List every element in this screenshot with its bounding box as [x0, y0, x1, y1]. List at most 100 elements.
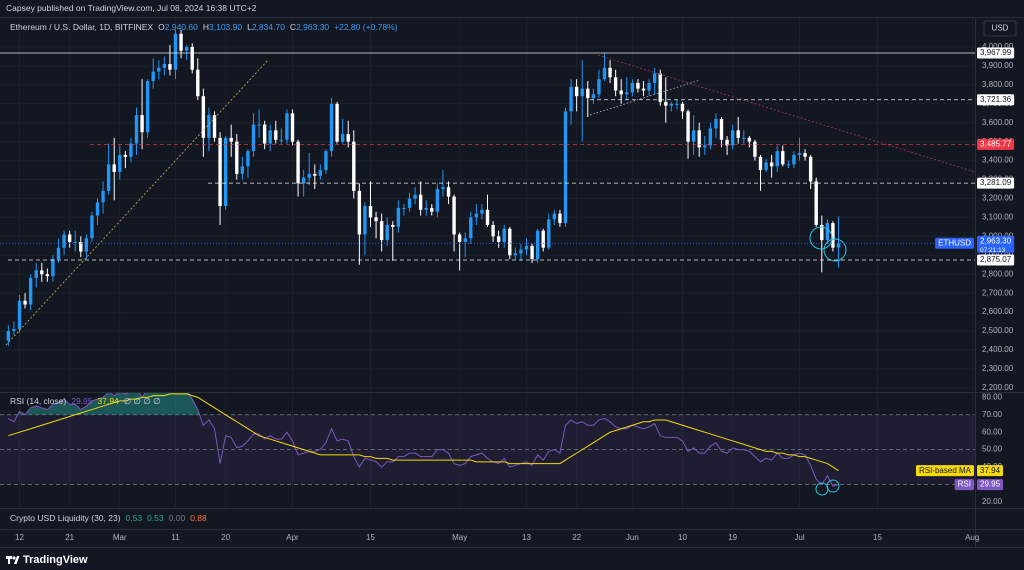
series-value-label-box: [977, 465, 1004, 477]
candle-body: [508, 228, 512, 256]
candle-body: [675, 103, 679, 105]
level-label-box: [977, 138, 1015, 150]
candle-body: [747, 137, 752, 142]
candle-body: [441, 187, 445, 189]
candle-body: [708, 128, 713, 146]
symbol-legend: Ethereum / U.S. Dollar, 1D, BITFINEX O2,9…: [10, 22, 398, 32]
candle-body: [112, 164, 116, 172]
candle-body: [6, 331, 11, 341]
y-tick-label: 80.00: [982, 392, 1003, 401]
symbol-title: Ethereum / U.S. Dollar, 1D, BITFINEX: [10, 22, 153, 32]
candle-body: [190, 46, 194, 70]
candle-body: [391, 224, 395, 227]
candle-body: [17, 300, 22, 330]
candle-body: [586, 88, 590, 99]
x-tick-label: Mar: [113, 533, 127, 542]
candle-body: [430, 207, 434, 212]
candle-body: [106, 164, 111, 191]
ohlc-key: C: [290, 22, 296, 32]
candle-body: [820, 224, 824, 241]
liquidity-value: 0.88: [190, 513, 207, 523]
candle-body: [73, 242, 77, 244]
candle-body: [251, 124, 256, 152]
candle-body: [786, 164, 791, 166]
candle-body: [608, 67, 612, 78]
candle-body: [56, 247, 61, 260]
candle-body: [162, 64, 167, 68]
x-tick-label: Jul: [794, 533, 804, 542]
candle-body: [719, 118, 724, 140]
y-tick-label: 3,200.00: [982, 194, 1014, 203]
candle-body: [530, 245, 534, 260]
last-price-label-box: [977, 235, 1015, 253]
candle-body: [491, 224, 495, 237]
candle-body: [340, 134, 345, 142]
series-tag-box: [915, 465, 974, 477]
candle-body: [664, 101, 668, 106]
y-tick-label: 2,200.00: [982, 383, 1014, 392]
x-tick-label: Apr: [286, 533, 299, 542]
rsi-legend-value: 29.95: [71, 396, 93, 406]
x-tick-label: 21: [65, 533, 74, 542]
candle-body: [730, 130, 735, 146]
price-change: +22.80 (+0.78%): [334, 22, 397, 32]
footer: [0, 548, 1024, 570]
candle-body: [313, 173, 317, 176]
y-tick-label: 3,900.00: [982, 61, 1014, 70]
ohlc-value: 2,940.60: [165, 22, 198, 32]
candle-body: [257, 124, 261, 126]
candle-body: [201, 96, 206, 138]
candle-body: [474, 213, 479, 218]
currency-button[interactable]: [983, 20, 1017, 37]
candle-body: [123, 154, 128, 157]
level-label-box: [977, 254, 1015, 266]
currency[interactable]: USD: [992, 24, 1009, 33]
candle-body: [207, 115, 211, 138]
y-tick-label: 2,700.00: [982, 288, 1014, 297]
candle-body: [385, 224, 389, 241]
candle-body: [196, 69, 200, 97]
candle-body: [641, 88, 646, 91]
ohlc-value: 3,103.90: [209, 22, 242, 32]
candle-body: [324, 151, 328, 171]
rsi-drawings: [815, 479, 840, 496]
candle-body: [279, 139, 284, 141]
series-tag-box: [954, 479, 974, 491]
x-tick-label: 15: [366, 533, 375, 542]
candle-body: [140, 115, 144, 133]
symbol-tag: ETHUSD: [938, 238, 971, 247]
candle-body: [51, 259, 55, 277]
candle-body: [62, 234, 66, 248]
marks: [6, 29, 841, 487]
x-tick-label: 20: [221, 533, 230, 542]
candle-body: [28, 278, 33, 305]
candle-body: [329, 103, 334, 152]
candle-body: [45, 274, 50, 277]
candle-body: [775, 151, 779, 167]
candle-body: [173, 33, 178, 70]
y-tick-label: 2,600.00: [982, 307, 1014, 316]
brand: TradingView: [23, 554, 88, 566]
candle-body: [95, 202, 100, 216]
logo-part: [14, 556, 20, 564]
trend-line: [597, 54, 975, 173]
candle-body: [686, 111, 690, 142]
candle-body: [12, 329, 16, 332]
candle-body: [335, 103, 339, 142]
candle-body: [424, 207, 428, 210]
rsi-title: RSI (14, close): [10, 396, 66, 406]
candle-body: [435, 188, 440, 212]
candle-body: [457, 234, 462, 243]
candle-body: [301, 177, 306, 184]
candle-body: [652, 73, 657, 83]
candle-body: [374, 217, 378, 222]
candle-body: [480, 209, 484, 214]
candle-body: [469, 217, 473, 239]
candle-body: [769, 162, 774, 167]
rsi-legend: RSI (14, close) 29.95 37.94 ∅ ∅ ∅ ∅: [10, 396, 161, 406]
candle-body: [101, 190, 105, 203]
y-tick-label: 50.00: [982, 445, 1003, 454]
grid: [0, 18, 975, 508]
